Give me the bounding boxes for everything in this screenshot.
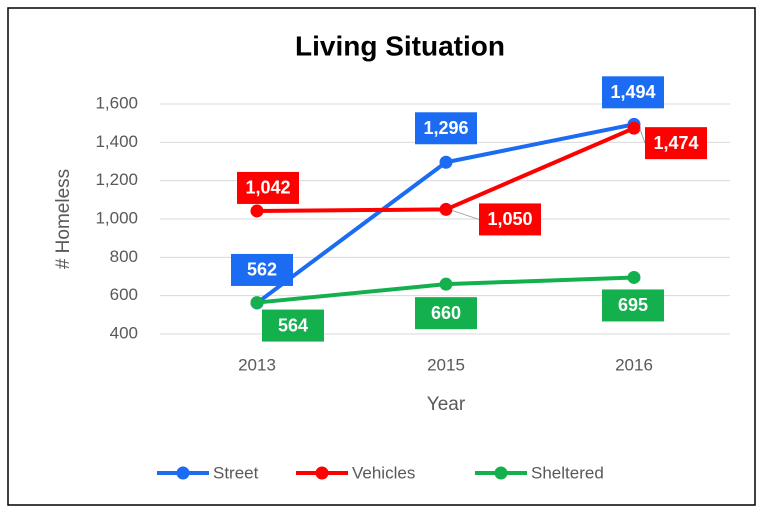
data-label-box [262,309,324,342]
x-axis-label: Year [427,394,466,415]
data-label: 1,296 [423,118,468,138]
data-label-box [415,297,477,330]
x-tick-label: 2015 [427,355,465,374]
data-label-box [645,127,707,160]
data-label: 1,050 [487,209,532,229]
data-label-box [602,76,664,109]
data-label-box [237,171,299,204]
data-label: 660 [431,303,461,323]
data-label-box [415,112,477,145]
point-marker [439,277,453,291]
y-tick-label: 400 [110,323,138,342]
leader-line [451,209,480,220]
point-marker [627,270,641,284]
y-tick-label: 1,600 [95,93,138,112]
data-label-box [602,289,664,322]
data-label-box [479,203,541,236]
legend-label: Street [213,463,259,482]
chart-title: Living Situation [295,30,505,61]
legend-marker [176,466,190,480]
point-marker [439,155,453,169]
y-tick-label: 1,000 [95,208,138,227]
legend-label: Sheltered [531,463,604,482]
data-label: 1,042 [245,178,290,198]
data-label: 564 [278,315,308,335]
data-label: 562 [247,260,277,280]
y-tick-label: 1,400 [95,132,138,151]
data-label: 1,474 [653,133,698,153]
data-label-box [231,253,293,286]
y-axis-label: # Homeless [53,169,74,269]
legend-marker [315,466,329,480]
point-marker [627,121,641,135]
y-tick-label: 800 [110,247,138,266]
leader-line [639,128,646,144]
point-marker [250,296,264,310]
y-tick-label: 600 [110,285,138,304]
data-label: 695 [618,295,648,315]
point-marker [439,202,453,216]
data-label: 1,494 [610,82,655,102]
legend-label: Vehicles [352,463,415,482]
x-tick-label: 2013 [238,355,276,374]
x-tick-label: 2016 [615,355,653,374]
legend-marker [494,466,508,480]
point-marker [250,204,264,218]
y-tick-label: 1,200 [95,170,138,189]
